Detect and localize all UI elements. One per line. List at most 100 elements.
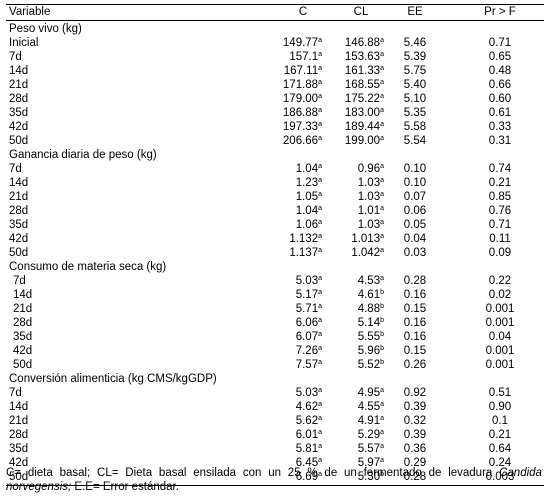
row-label: 7d	[9, 163, 22, 175]
value-pr: 0.24	[488, 457, 512, 469]
value-pr: 0.003	[485, 471, 515, 483]
value-cl-number: 1.013	[351, 233, 381, 245]
value-cl-superscript: a	[380, 65, 384, 72]
value-pr: 0.11	[489, 233, 511, 245]
row-label: 21d	[9, 79, 29, 91]
value-ee: 0.10	[403, 163, 427, 175]
value-c-number: 1.04	[295, 163, 319, 175]
table-header-row: Variable C CL EE Pr > F	[6, 5, 544, 19]
value-cl: 4.95a	[358, 386, 384, 400]
value-cl: 4.91a	[358, 414, 384, 428]
value-cl-number: 4.53	[357, 275, 381, 287]
footnote-word: CL=	[97, 467, 119, 479]
value-c-superscript: a	[318, 429, 322, 436]
value-c: 1.04a	[296, 204, 322, 218]
value-c-superscript: a	[318, 471, 322, 478]
value-c-number: 206.66	[282, 135, 319, 147]
footnote-word: con	[242, 467, 262, 479]
value-c-number: 149.77	[282, 37, 319, 49]
value-cl-superscript: b	[380, 303, 384, 310]
footnote-genus-italic: Candida	[499, 467, 542, 479]
value-cl-superscript: a	[380, 205, 384, 212]
row-label: 28d	[9, 429, 29, 441]
value-cl-superscript: a	[380, 121, 384, 128]
row-label: 35d	[9, 443, 29, 455]
table-row: 50d 206.66a 199.00a 5.54 0.31	[6, 134, 544, 148]
value-cl-number: 4.91	[357, 415, 381, 427]
value-c: 5.81a	[296, 442, 322, 456]
value-c-superscript: a	[318, 457, 322, 464]
table-row: 14d 167.11a 161.33a 5.75 0.48	[6, 64, 544, 78]
value-cl-number: 5.14	[357, 317, 381, 329]
value-c-number: 5.03	[295, 275, 319, 287]
table-bottom-rule	[6, 485, 544, 486]
value-pr: 0.90	[488, 401, 512, 413]
section-title-row: Ganancia diaria de peso (kg)	[6, 148, 544, 162]
header-pr: Pr > F	[484, 6, 516, 18]
value-ee: 0.15	[403, 345, 427, 357]
value-c-number: 1.06	[295, 219, 319, 231]
value-pr: 0.001	[485, 317, 515, 329]
value-cl-superscript: b	[380, 471, 384, 478]
row-label: 21d	[9, 415, 29, 427]
value-pr: 0.64	[488, 443, 512, 455]
value-pr: 0.76	[488, 205, 512, 217]
value-c-number: 7.26	[295, 345, 319, 357]
value-cl: 4.61b	[358, 288, 384, 302]
value-pr: 0.001	[485, 345, 515, 357]
row-label: 28d	[9, 93, 29, 105]
value-c-superscript: a	[318, 345, 322, 352]
value-pr: 0.48	[488, 65, 512, 77]
value-cl-superscript: a	[380, 219, 384, 226]
value-cl: 5.52b	[358, 358, 384, 372]
value-c: 171.88a	[283, 78, 322, 92]
table-row: 42d 1.132a 1.013a 0.04 0.11	[6, 232, 544, 246]
value-c-superscript: a	[318, 289, 322, 296]
table-row: 14d 5.17a 4.61b 0.16 0.02	[6, 288, 544, 302]
table-row: 50d 1.137a 1.042a 0.03 0.09	[6, 246, 544, 260]
value-c: 4.62a	[296, 400, 322, 414]
row-label: 14d	[13, 289, 33, 301]
value-ee: 0.10	[403, 177, 427, 189]
value-c: 6.45a	[296, 456, 322, 470]
table-row: 28d 6.01a 5.29a 0.39 0.21	[6, 428, 544, 442]
value-c-number: 5.71	[295, 303, 319, 315]
value-cl-number: 5.97	[357, 457, 381, 469]
value-c: 5.17a	[296, 288, 322, 302]
table-row: 35d 1.06a 1.03a 0.05 0.71	[6, 218, 544, 232]
value-cl: 4.53a	[358, 274, 384, 288]
value-ee: 0.04	[403, 233, 427, 245]
footnote-word: un	[268, 467, 281, 479]
row-label: 50d	[9, 135, 29, 147]
row-label: Inicial	[9, 37, 39, 49]
table-header-rule	[6, 20, 544, 21]
value-cl-number: 5.29	[357, 429, 381, 441]
value-c: 197.33a	[283, 120, 322, 134]
row-label: 50d	[9, 247, 29, 259]
value-cl-superscript: a	[380, 107, 384, 114]
value-c: 1.132a	[289, 232, 322, 246]
value-ee: 0.15	[403, 303, 427, 315]
value-cl: 183.00a	[345, 106, 384, 120]
table-row: 28d 179.00a 175.22a 5.10 0.60	[6, 92, 544, 106]
value-ee: 5.39	[403, 51, 427, 63]
value-cl: 1.03a	[358, 218, 384, 232]
table-row: 7d 5.03a 4.95a 0.92 0.51	[6, 386, 544, 400]
value-cl-superscript: b	[380, 289, 384, 296]
value-cl: 5.55b	[358, 330, 384, 344]
footnote-word: basal;	[59, 467, 91, 479]
value-ee: 0.39	[403, 401, 427, 413]
value-ee: 0.92	[403, 387, 427, 399]
value-cl-number: 4.88	[357, 303, 381, 315]
table-row: 7d 5.03a 4.53a 0.28 0.22	[6, 274, 544, 288]
footnote-line-2: norvegensis; E.E= Error estándar.	[6, 480, 542, 494]
value-cl-superscript: b	[380, 345, 384, 352]
value-cl: 4.88b	[358, 302, 384, 316]
value-cl: 189.44a	[345, 120, 384, 134]
footnote-word: dieta	[27, 467, 53, 479]
value-cl-superscript: a	[380, 443, 384, 450]
value-pr: 0.02	[488, 289, 512, 301]
value-c-number: 167.11	[283, 65, 319, 77]
table-row: 35d 5.81a 5.57a 0.36 0.64	[6, 442, 544, 456]
value-cl-superscript: a	[380, 37, 384, 44]
